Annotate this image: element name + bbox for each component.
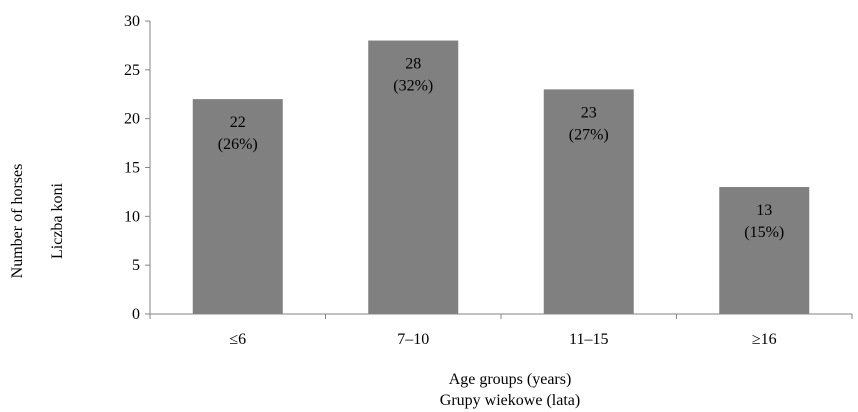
bar-percent-label: (15%) xyxy=(744,224,784,241)
bar-percent-label: (26%) xyxy=(218,136,258,153)
bar xyxy=(368,40,459,315)
x-tick-label: ≤6 xyxy=(229,331,246,348)
value-labels: 22 (26%) 28 (32%) 23 (27%) 13 (15%) xyxy=(218,56,784,242)
bar-value-label: 22 xyxy=(230,114,246,131)
x-axis-title-line-2: Grupy wiekowe (lata) xyxy=(440,392,580,409)
y-tick-label: 30 xyxy=(124,13,140,30)
y-tick-label: 0 xyxy=(132,306,140,323)
x-tick-label: 11–15 xyxy=(569,331,608,348)
x-tick-label: ≥16 xyxy=(752,331,777,348)
x-axis-ticks: ≤6 7–10 11–15 ≥16 xyxy=(149,314,853,348)
y-axis-ticks: 0 5 10 15 20 25 30 xyxy=(124,13,150,323)
bar-percent-label: (32%) xyxy=(393,78,433,95)
bar-value-label: 23 xyxy=(581,104,597,121)
bar xyxy=(192,99,283,314)
y-tick-label: 10 xyxy=(124,208,140,225)
y-tick-label: 25 xyxy=(124,62,140,79)
x-axis-title-line-1: Age groups (years) xyxy=(449,371,572,388)
y-tick-label: 15 xyxy=(124,160,140,177)
bar xyxy=(543,89,634,314)
y-axis-title-line-1: Number of horses xyxy=(9,164,26,279)
bar xyxy=(719,187,810,314)
y-tick-label: 20 xyxy=(124,111,140,128)
bar-value-label: 13 xyxy=(756,202,772,219)
y-axis-title-line-2: Liczba koni xyxy=(49,182,66,259)
y-tick-label: 5 xyxy=(132,257,140,274)
bar-percent-label: (27%) xyxy=(569,126,609,143)
x-tick-label: 7–10 xyxy=(397,331,429,348)
bars xyxy=(192,40,810,315)
bar-value-label: 28 xyxy=(405,56,421,73)
